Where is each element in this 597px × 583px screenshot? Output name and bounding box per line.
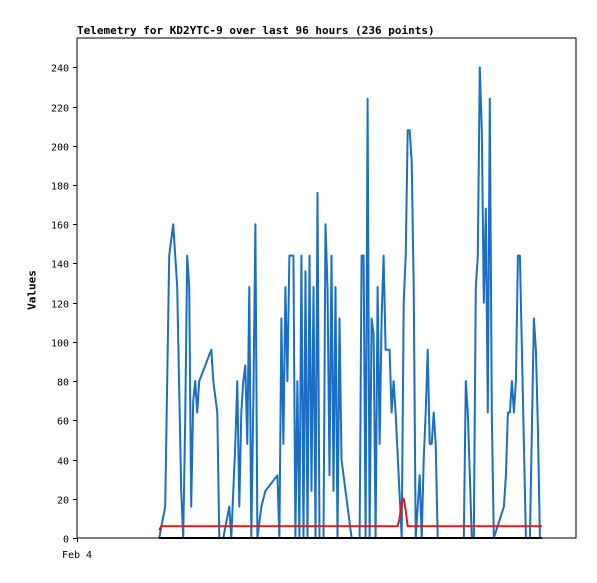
plot-frame — [76, 37, 577, 539]
y-tick-label: 60 — [57, 417, 69, 428]
y-tick-label: 180 — [51, 182, 69, 193]
y-tick-label: 240 — [51, 64, 69, 75]
y-tick-label: 80 — [57, 378, 69, 389]
y-axis-label: Values — [25, 270, 39, 310]
chart-title: Telemetry for KD2YTC-9 over last 96 hour… — [77, 24, 435, 37]
y-axis: 0 20 40 60 80 100 120 140 160 180 200 220 240 — [51, 64, 77, 546]
series-line-1 — [158, 66, 541, 539]
y-tick-label: 0 — [63, 535, 69, 546]
x-tick-label: Feb 4 — [62, 550, 92, 561]
series-layer — [158, 66, 542, 539]
y-tick-label: 140 — [51, 260, 69, 271]
y-tick-label: 40 — [57, 457, 69, 468]
y-tick-label: 20 — [57, 496, 69, 507]
y-tick-label: 120 — [51, 300, 69, 311]
y-tick-label: 220 — [51, 104, 69, 115]
x-axis: Feb 4 — [62, 538, 92, 561]
series-line-2 — [158, 497, 542, 531]
y-tick-label: 100 — [51, 339, 69, 350]
y-tick-label: 200 — [51, 143, 69, 154]
y-tick-label: 160 — [51, 221, 69, 232]
